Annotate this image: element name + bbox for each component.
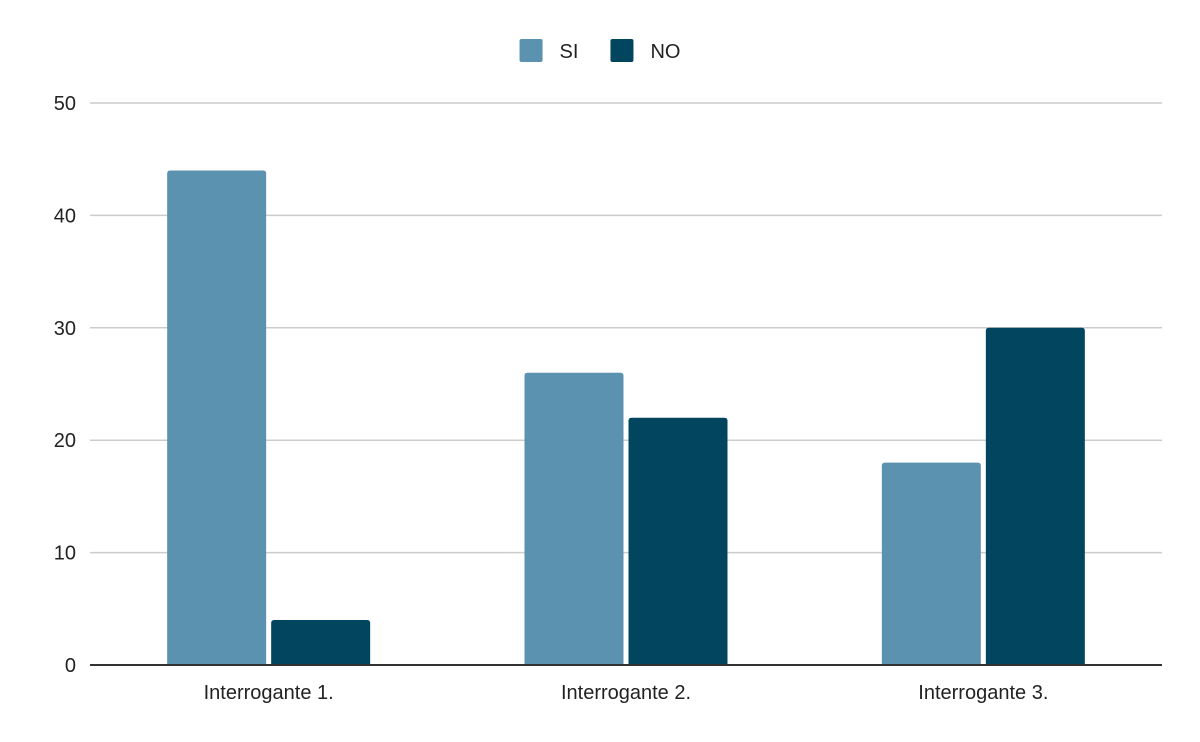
x-tick-label: Interrogante 2. — [561, 682, 691, 704]
grid-lines — [90, 102, 1162, 554]
x-axis-labels: Interrogante 1. Interrogante 2. Interrogan… — [204, 682, 1049, 704]
legend-label-si: SI — [560, 41, 579, 63]
y-tick-label: 40 — [54, 205, 76, 227]
bars — [167, 170, 1085, 665]
bar-no-1 — [271, 620, 371, 665]
legend-label-no: NO — [650, 41, 680, 63]
x-tick-label: Interrogante 3. — [918, 682, 1048, 704]
legend-swatch-si — [519, 39, 543, 62]
legend-swatch-no — [610, 39, 634, 62]
legend: SI NO — [519, 39, 680, 63]
y-tick-label: 10 — [54, 543, 76, 565]
y-tick-label: 0 — [65, 655, 76, 677]
bar-no-2 — [628, 417, 728, 665]
bar-si-3 — [881, 462, 981, 665]
y-tick-label: 20 — [54, 430, 76, 452]
x-tick-label: Interrogante 1. — [204, 682, 334, 704]
y-axis-ticks: 0 10 20 30 40 50 — [54, 93, 76, 677]
y-tick-label: 30 — [54, 318, 76, 340]
bar-no-3 — [985, 327, 1085, 665]
y-tick-label: 50 — [54, 93, 76, 115]
bar-si-2 — [524, 372, 624, 665]
bar-si-1 — [167, 170, 267, 665]
